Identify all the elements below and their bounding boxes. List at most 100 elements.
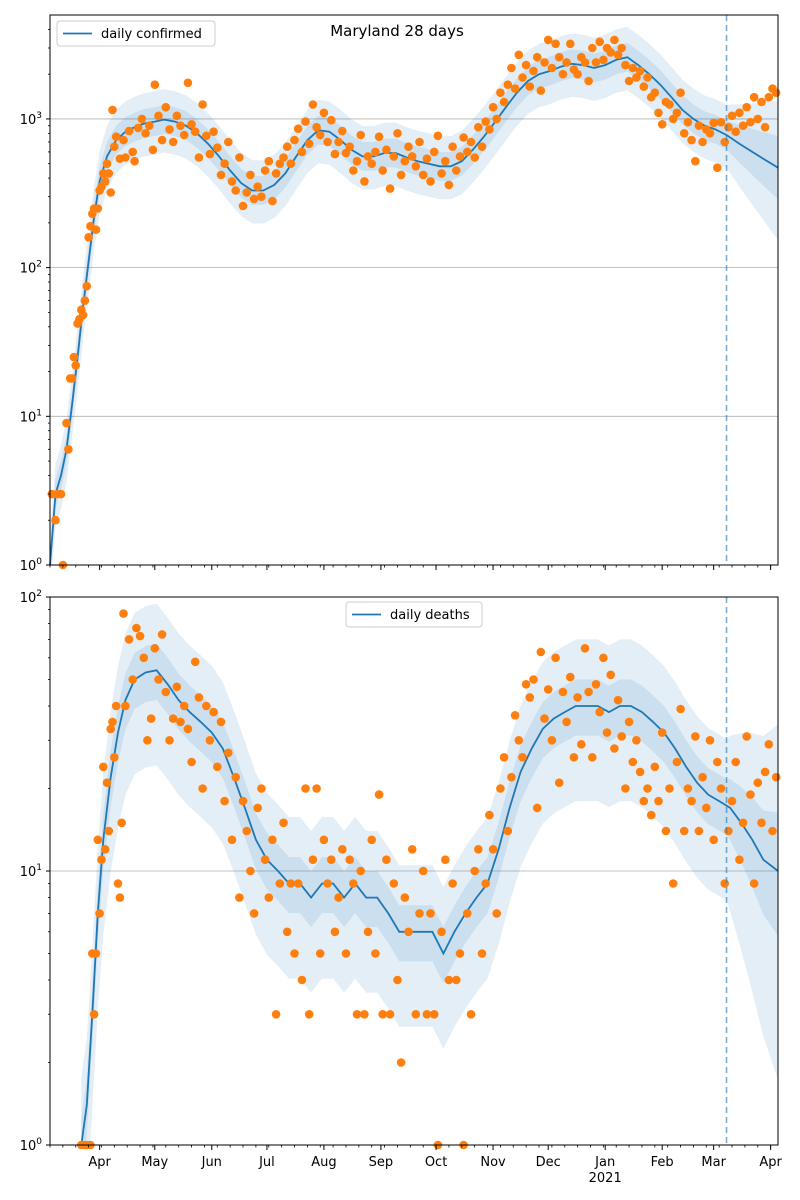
observed-point: [271, 169, 281, 178]
observed-point: [121, 701, 130, 711]
observed-point: [279, 153, 288, 162]
observed-point: [154, 111, 163, 121]
observed-point: [562, 717, 571, 727]
observed-point: [168, 714, 178, 723]
observed-point: [595, 37, 604, 47]
observed-point: [727, 111, 737, 121]
observed-point: [584, 76, 593, 86]
observed-point: [444, 975, 454, 985]
observed-point: [249, 909, 259, 918]
observed-point: [385, 1010, 395, 1019]
observed-point: [536, 86, 546, 95]
observed-point: [407, 845, 417, 854]
observed-point: [595, 707, 604, 717]
observed-point: [356, 866, 366, 876]
observed-point: [183, 78, 193, 88]
observed-point: [452, 975, 461, 985]
observed-point: [606, 670, 615, 680]
observed-point: [470, 153, 480, 162]
observed-point: [525, 693, 535, 702]
observed-point: [683, 117, 693, 127]
observed-point: [404, 927, 413, 937]
observed-point: [613, 695, 623, 705]
observed-point: [738, 121, 748, 130]
observed-point: [632, 73, 641, 82]
observed-point: [345, 142, 355, 151]
observed-point: [422, 1010, 432, 1019]
deaths-legend: daily deaths: [345, 601, 483, 628]
observed-point: [224, 748, 233, 758]
observed-point: [426, 177, 435, 186]
observed-point: [235, 153, 244, 162]
observed-point: [220, 796, 229, 806]
observed-point: [562, 58, 571, 67]
observed-point: [448, 879, 457, 888]
observed-point: [374, 132, 384, 141]
y-tick-label: 103: [20, 111, 42, 128]
observed-point: [104, 826, 114, 836]
observed-point: [216, 717, 226, 727]
observed-point: [591, 58, 601, 67]
observed-point: [119, 609, 128, 618]
observed-point: [124, 635, 134, 644]
observed-point: [141, 129, 150, 138]
observed-point: [621, 784, 630, 793]
observed-point: [466, 137, 476, 147]
observed-point: [566, 39, 575, 49]
observed-point: [213, 762, 222, 772]
observed-point: [106, 724, 115, 734]
observed-point: [374, 790, 384, 799]
observed-point: [257, 192, 266, 201]
observed-point: [507, 63, 516, 73]
observed-point: [492, 909, 502, 918]
observed-point: [668, 879, 678, 888]
observed-point: [100, 177, 110, 186]
observed-point: [323, 879, 332, 888]
observed-point: [205, 149, 215, 159]
observed-point: [705, 129, 715, 138]
observed-point: [396, 170, 406, 180]
observed-point: [746, 117, 755, 127]
x-tick-label: Jul: [258, 1155, 275, 1170]
deaths-legend-label: daily deaths: [390, 608, 470, 623]
observed-point: [301, 784, 310, 793]
observed-point: [749, 879, 759, 888]
observed-point: [455, 949, 465, 958]
observed-point: [389, 152, 399, 161]
observed-point: [97, 855, 106, 864]
confirmed-legend: daily confirmed: [56, 20, 216, 47]
observed-point: [691, 732, 700, 741]
observed-point: [481, 879, 491, 888]
observed-point: [573, 69, 582, 79]
x-tick-label: Apr: [88, 1155, 111, 1170]
confirmed-y-ticks: 100 101 102 103: [20, 29, 50, 574]
observed-point: [110, 753, 119, 762]
confirmed-legend-box: [56, 20, 216, 47]
observed-point: [735, 855, 744, 864]
observed-point: [231, 186, 240, 195]
observed-point: [102, 159, 112, 168]
observed-point: [518, 73, 527, 82]
observed-point: [275, 159, 285, 168]
observed-point: [694, 826, 704, 836]
deaths-band-50: [81, 643, 779, 1145]
observed-point: [746, 790, 755, 799]
observed-point: [194, 153, 204, 162]
observed-point: [378, 1010, 388, 1019]
observed-point: [698, 772, 707, 782]
observed-point: [731, 757, 740, 767]
observed-point: [115, 893, 125, 902]
observed-point: [231, 772, 240, 782]
observed-point: [93, 835, 103, 845]
observed-point: [161, 687, 171, 697]
observed-point: [95, 909, 104, 918]
observed-point: [426, 909, 435, 918]
observed-point: [518, 753, 527, 762]
observed-point: [183, 724, 193, 734]
observed-point: [172, 682, 182, 692]
observed-point: [327, 115, 336, 125]
observed-point: [190, 127, 200, 136]
observed-point: [356, 130, 366, 140]
observed-point: [503, 826, 513, 836]
observed-point: [349, 879, 358, 888]
